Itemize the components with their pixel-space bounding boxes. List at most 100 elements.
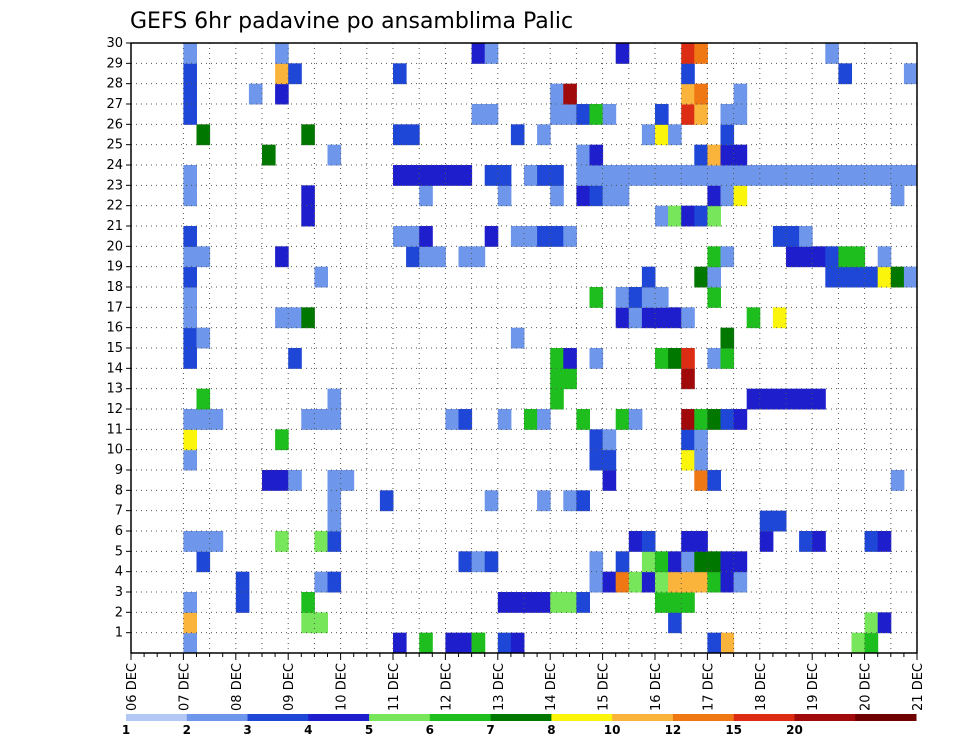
heatmap-cell: [183, 632, 197, 654]
x-tick-label: 06 DEC: [125, 663, 140, 711]
chart-title: GEFS 6hr padavine po ansamblima Palic: [130, 9, 573, 34]
heatmap-cell: [720, 165, 735, 186]
heatmap-cell: [655, 205, 669, 227]
heatmap-cell: [641, 571, 656, 593]
heatmap-cell: [484, 551, 499, 573]
heatmap-cell: [589, 449, 604, 471]
legend-swatch: [612, 714, 674, 721]
y-tick-label: 23: [106, 178, 123, 193]
heatmap-cell: [641, 124, 656, 146]
heatmap-cell: [327, 388, 342, 410]
y-tick-label: 12: [106, 402, 123, 417]
heatmap-cell: [707, 246, 721, 268]
heatmap-cell: [746, 307, 761, 329]
x-tick-label: 13 DEC: [492, 663, 507, 711]
y-tick-label: 28: [106, 77, 123, 92]
heatmap-cell: [615, 185, 630, 207]
heatmap-cell: [851, 632, 866, 654]
x-tick-label: 21 DEC: [911, 663, 926, 711]
heatmap-cell: [183, 185, 197, 207]
color-legend: 1 2 3 4 5 6 7 8 10 12 15 20: [122, 714, 917, 737]
x-tick-label: 18 DEC: [754, 663, 769, 711]
x-tick-label: 17 DEC: [701, 663, 716, 711]
legend-label: 1: [122, 723, 130, 737]
heatmap-cell: [576, 185, 590, 207]
heatmap-cell: [524, 226, 538, 247]
heatmap-cell: [641, 287, 656, 308]
heatmap-cell: [694, 104, 708, 125]
heatmap-cell: [301, 409, 315, 430]
y-tick-label: 18: [106, 280, 123, 295]
heatmap-cell: [799, 531, 813, 552]
y-tick-label: 8: [115, 483, 123, 498]
heatmap-cell: [196, 124, 211, 146]
legend-swatch: [551, 714, 613, 721]
heatmap-cell: [524, 165, 538, 186]
heatmap-cell: [327, 510, 342, 532]
heatmap-cell: [602, 165, 617, 186]
heatmap-cell: [576, 592, 590, 613]
legend-label: 3: [243, 723, 251, 737]
heatmap-cell: [681, 551, 695, 573]
heatmap-cell: [746, 165, 761, 186]
heatmap-cell: [471, 246, 486, 268]
heatmap-cell: [681, 43, 695, 64]
heatmap-cell: [563, 592, 577, 613]
heatmap-cell: [602, 104, 617, 125]
heatmap-cell: [890, 266, 905, 288]
heatmap-cell: [877, 531, 892, 552]
heatmap-cell: [301, 307, 315, 329]
heatmap-cell: [235, 571, 250, 593]
heatmap-cell: [275, 429, 289, 451]
heatmap-cell: [799, 388, 813, 410]
heatmap-cell: [707, 266, 721, 288]
heatmap-cell: [550, 165, 564, 186]
heatmap-cell: [759, 388, 774, 410]
x-tick-label: 15 DEC: [597, 663, 612, 711]
heatmap-cell: [196, 327, 211, 349]
heatmap-cell: [694, 571, 708, 593]
heatmap-cell: [655, 571, 669, 593]
heatmap-cell: [890, 185, 905, 207]
heatmap-cell: [563, 348, 577, 369]
heatmap-cell: [864, 612, 879, 634]
heatmap-cell: [655, 592, 669, 613]
heatmap-cell: [563, 226, 577, 247]
heatmap-cell: [288, 348, 302, 369]
heatmap-cell: [707, 551, 721, 573]
heatmap-cell: [668, 348, 682, 369]
heatmap-cell: [694, 429, 708, 451]
heatmap-cell: [890, 165, 905, 186]
heatmap-cell: [288, 470, 302, 491]
legend-label: 8: [547, 723, 555, 737]
heatmap-cell: [550, 226, 564, 247]
heatmap-cell: [196, 409, 211, 430]
heatmap-cell: [903, 165, 918, 186]
heatmap-cell: [510, 226, 525, 247]
heatmap-cell: [825, 165, 839, 186]
heatmap-cell: [275, 531, 289, 552]
heatmap-cell: [602, 470, 617, 491]
heatmap-cell: [641, 551, 656, 573]
heatmap-cell: [576, 104, 590, 125]
heatmap-cell: [183, 43, 197, 64]
heatmap-cell: [524, 409, 538, 430]
heatmap-cell: [707, 165, 721, 186]
heatmap-cell: [851, 165, 866, 186]
heatmap-cell: [615, 165, 630, 186]
heatmap-cell: [406, 165, 420, 186]
heatmap-cell: [576, 165, 590, 186]
heatmap-cell: [655, 551, 669, 573]
heatmap-cell: [655, 124, 669, 146]
heatmap-cell: [720, 327, 735, 349]
heatmap-cell: [183, 348, 197, 369]
heatmap-cell: [432, 165, 446, 186]
heatmap-cell: [183, 327, 197, 349]
heatmap-cell: [903, 266, 918, 288]
legend-label: 10: [604, 723, 621, 737]
heatmap-cell: [497, 592, 512, 613]
heatmap-cell: [262, 144, 276, 166]
heatmap-cell: [681, 83, 695, 105]
x-tick-label: 10 DEC: [335, 663, 350, 711]
heatmap-cell: [458, 246, 473, 268]
